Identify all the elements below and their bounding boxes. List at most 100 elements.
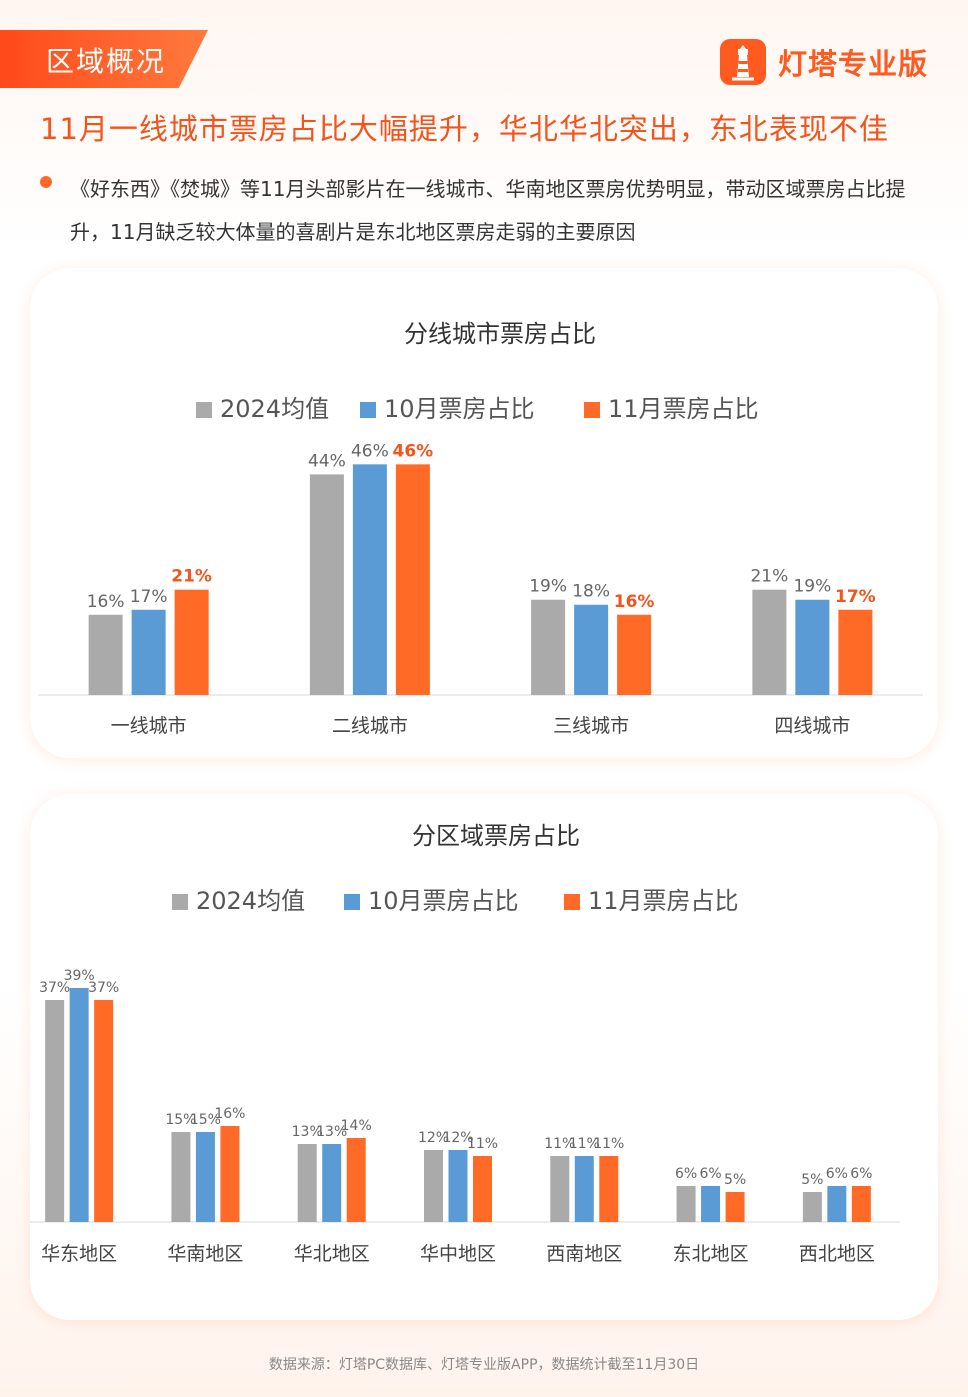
bar-1-3 bbox=[795, 599, 830, 695]
legend-swatch-1 bbox=[344, 894, 360, 910]
bar-1-0 bbox=[131, 609, 166, 695]
bar-1-2 bbox=[322, 1144, 342, 1222]
data-label-0-1: 44% bbox=[308, 451, 346, 471]
data-label-2-6: 6% bbox=[850, 1166, 872, 1182]
bar-1-4 bbox=[574, 1156, 594, 1222]
data-label-0-3: 21% bbox=[750, 567, 788, 587]
legend-label-1: 10月票房占比 bbox=[368, 887, 519, 915]
bar-0-5 bbox=[676, 1186, 696, 1222]
legend-label-2: 11月票房占比 bbox=[608, 395, 759, 423]
bar-2-1 bbox=[395, 464, 430, 695]
summary-bullet: 《好东西》《焚城》等11月头部影片在一线城市、华南地区票房优势明显，带动区域票房… bbox=[70, 177, 906, 244]
data-label-1-4: 11% bbox=[569, 1136, 600, 1152]
legend-label-0: 2024均值 bbox=[196, 887, 305, 915]
bar-2-2 bbox=[617, 614, 652, 695]
legend-swatch-0 bbox=[172, 894, 188, 910]
category-label-0: 一线城市 bbox=[111, 715, 187, 737]
data-label-1-5: 6% bbox=[699, 1166, 721, 1182]
chart-title: 分线城市票房占比 bbox=[404, 320, 596, 348]
bar-1-1 bbox=[352, 464, 387, 695]
data-label-0-0: 37% bbox=[39, 980, 70, 996]
data-label-2-2: 16% bbox=[614, 592, 655, 612]
data-label-1-0: 17% bbox=[130, 587, 168, 607]
bar-1-1 bbox=[195, 1132, 215, 1222]
bar-0-4 bbox=[550, 1156, 570, 1222]
data-label-1-2: 13% bbox=[316, 1124, 347, 1140]
data-label-2-0: 21% bbox=[171, 567, 212, 587]
bar-2-0 bbox=[94, 1000, 114, 1222]
category-label-2: 三线城市 bbox=[553, 715, 629, 737]
section-tag: 区域概况 bbox=[0, 30, 208, 88]
page-headline: 11月一线城市票房占比大幅提升，华北华北突出，东北表现不佳 bbox=[40, 112, 889, 146]
region-chart-card: 分区域票房占比 2024均值 10月票房占比 11月票房占比 37% 39% 37% 华东地区… bbox=[30, 794, 938, 1320]
city-tier-chart-card: 分线城市票房占比 2024均值 10月票房占比 11月票房占比 16% 17% 21% 一线城… bbox=[30, 268, 938, 758]
bar-1-3 bbox=[448, 1150, 468, 1222]
bar-1-0 bbox=[69, 988, 89, 1222]
category-label-0: 华东地区 bbox=[41, 1243, 117, 1265]
data-label-0-6: 5% bbox=[801, 1172, 823, 1188]
bar-2-4 bbox=[599, 1156, 619, 1222]
data-label-2-0: 37% bbox=[88, 980, 119, 996]
bar-0-3 bbox=[424, 1150, 443, 1222]
bar-0-1 bbox=[171, 1132, 191, 1222]
data-label-2-1: 16% bbox=[214, 1106, 245, 1122]
category-label-4: 西南地区 bbox=[546, 1243, 622, 1265]
region-chart: 分区域票房占比 2024均值 10月票房占比 11月票房占比 37%39%37% 华东地区… bbox=[30, 822, 900, 1265]
category-label-5: 东北地区 bbox=[673, 1243, 749, 1265]
bar-2-1 bbox=[220, 1126, 240, 1222]
bar-0-0 bbox=[88, 614, 123, 695]
data-label-2-2: 14% bbox=[341, 1118, 372, 1134]
category-label-3: 四线城市 bbox=[774, 715, 850, 737]
brand-name: 灯塔专业版 bbox=[778, 47, 929, 81]
category-label-1: 华南地区 bbox=[167, 1243, 243, 1265]
data-label-1-0: 39% bbox=[64, 968, 95, 984]
bar-0-1 bbox=[309, 474, 344, 695]
data-label-2-1: 46% bbox=[393, 441, 434, 461]
lighthouse-icon bbox=[720, 39, 766, 85]
bar-2-0 bbox=[174, 589, 209, 695]
bar-1-6 bbox=[827, 1186, 847, 1222]
data-label-0-3: 12% bbox=[418, 1130, 449, 1146]
category-label-2: 华北地区 bbox=[294, 1243, 370, 1265]
data-label-1-2: 18% bbox=[572, 582, 610, 602]
chart-title: 分区域票房占比 bbox=[412, 822, 580, 850]
data-label-1-1: 46% bbox=[351, 441, 389, 461]
bullet-dot bbox=[40, 176, 52, 188]
bar-1-2 bbox=[574, 604, 609, 695]
data-label-2-3: 11% bbox=[467, 1136, 498, 1152]
data-label-2-5: 5% bbox=[724, 1172, 746, 1188]
brand-logo: 灯塔专业版 bbox=[720, 38, 928, 86]
data-label-0-1: 15% bbox=[165, 1112, 196, 1128]
data-label-1-6: 6% bbox=[826, 1166, 848, 1182]
category-label-1: 二线城市 bbox=[332, 715, 408, 737]
legend-label-0: 2024均值 bbox=[220, 395, 329, 423]
legend-swatch-1 bbox=[360, 402, 376, 418]
legend-swatch-2 bbox=[584, 402, 600, 418]
data-label-0-2: 13% bbox=[292, 1124, 323, 1140]
data-source-note: 数据来源：灯塔PC数据库、灯塔专业版APP，数据统计截至11月30日 bbox=[268, 1357, 700, 1373]
data-label-1-3: 12% bbox=[442, 1130, 473, 1146]
bar-2-2 bbox=[346, 1138, 366, 1222]
data-label-0-2: 19% bbox=[529, 577, 567, 597]
bar-0-6 bbox=[802, 1192, 822, 1222]
data-label-0-5: 6% bbox=[675, 1166, 697, 1182]
category-label-6: 西北地区 bbox=[799, 1243, 875, 1265]
bar-2-5 bbox=[725, 1192, 745, 1222]
data-label-0-4: 11% bbox=[544, 1136, 575, 1152]
category-label-3: 华中地区 bbox=[420, 1243, 496, 1265]
bar-0-3 bbox=[752, 589, 787, 695]
bar-0-2 bbox=[531, 599, 566, 695]
section-tag-label: 区域概况 bbox=[46, 45, 167, 78]
bar-0-0 bbox=[45, 1000, 65, 1222]
data-label-1-3: 19% bbox=[793, 577, 831, 597]
bar-0-2 bbox=[297, 1144, 317, 1222]
bar-2-3 bbox=[473, 1156, 492, 1222]
data-label-0-0: 16% bbox=[87, 592, 125, 612]
legend-label-2: 11月票房占比 bbox=[588, 887, 739, 915]
legend-swatch-2 bbox=[564, 894, 580, 910]
legend-swatch-0 bbox=[196, 402, 212, 418]
data-label-2-4: 11% bbox=[593, 1136, 624, 1152]
bar-1-5 bbox=[701, 1186, 721, 1222]
data-label-2-3: 17% bbox=[835, 587, 876, 607]
